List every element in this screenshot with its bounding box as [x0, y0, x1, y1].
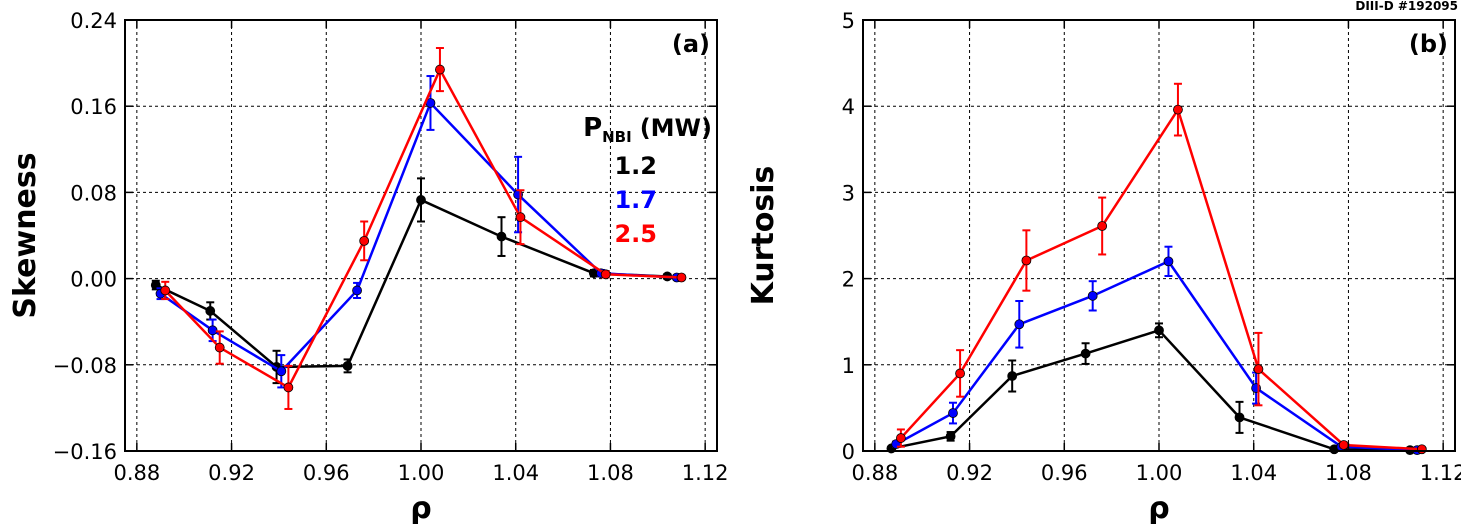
skewness-x-axis-label: ρ	[410, 491, 431, 524]
skewness-x-tick-label: 0.96	[303, 461, 350, 485]
skewness-y-tick-label: −0.16	[53, 440, 117, 464]
kurtosis-ticks: 0.88 0.92 0.96 1.00 1.04 1.08 1.12 0 1 2 3 4 5	[842, 9, 1461, 485]
skewness-y-axis-label: Skewness	[8, 152, 43, 318]
kurtosis-data-point	[945, 431, 956, 442]
kurtosis-data-point	[1087, 290, 1098, 301]
kurtosis-data-point	[1007, 371, 1018, 381]
kurtosis-y-tick-label: 5	[842, 9, 855, 33]
panel-label-b: (b)	[1409, 30, 1448, 58]
skewness-data-point	[352, 285, 362, 296]
kurtosis-y-tick-label: 1	[842, 354, 855, 378]
kurtosis-x-tick-label: 1.08	[1325, 461, 1372, 485]
kurtosis-data-point	[895, 433, 906, 443]
skewness-x-tick-label: 0.92	[208, 461, 255, 485]
skewness-y-tick-label: −0.08	[53, 354, 117, 378]
kurtosis-data-point	[955, 368, 965, 379]
skewness-y-tick-label: 0.08	[70, 181, 117, 205]
kurtosis-data-point	[1097, 221, 1108, 231]
legend: PNBI (MW) 1.2 1.7 2.5	[583, 113, 712, 248]
skewness-x-tick-label: 1.08	[587, 461, 634, 485]
kurtosis-data-point	[1080, 348, 1091, 359]
kurtosis-x-tick-label: 0.92	[946, 461, 993, 485]
skewness-series-1.7	[155, 75, 682, 389]
legend-title-main: P	[583, 113, 602, 143]
kurtosis-x-tick-label: 0.96	[1041, 461, 1088, 485]
legend-entry-3: 2.5	[614, 220, 657, 248]
kurtosis-y-tick-label: 3	[842, 181, 855, 205]
kurtosis-data-point	[1338, 440, 1349, 450]
kurtosis-y-tick-label: 0	[842, 440, 855, 464]
kurtosis-data-point	[1416, 444, 1427, 455]
skewness-series-2.5	[160, 47, 687, 410]
shot-number-label: DIII-D #192095	[1355, 0, 1458, 13]
skewness-data-point	[207, 325, 218, 336]
legend-entry-1: 1.2	[614, 152, 657, 180]
skewness-panel: 0.88 0.92 0.96 1.00 1.04 1.08 1.12 −0.16 −0.08 0.…	[8, 9, 729, 524]
legend-title-subscript: NBI	[602, 128, 632, 146]
skewness-x-tick-label: 1.12	[682, 461, 729, 485]
skewness-series-line	[159, 100, 677, 373]
skewness-data-point	[359, 235, 370, 246]
skewness-data-point	[283, 382, 294, 393]
kurtosis-data-point	[1253, 364, 1264, 375]
skewness-ticks: 0.88 0.92 0.96 1.00 1.04 1.08 1.12 −0.16 −0.08 0.…	[53, 9, 729, 485]
skewness-x-tick-label: 1.00	[398, 461, 445, 485]
kurtosis-x-tick-label: 1.00	[1136, 461, 1183, 485]
skewness-y-tick-label: 0.24	[70, 9, 117, 33]
skewness-series-1.2	[150, 177, 673, 385]
skewness-series-line	[155, 198, 668, 369]
panel-label-a: (a)	[672, 30, 710, 58]
skewness-series-line	[164, 66, 682, 390]
kurtosis-data-point	[1163, 256, 1174, 267]
legend-title: PNBI (MW)	[583, 113, 712, 146]
skewness-y-tick-label: 0.00	[70, 268, 117, 292]
skewness-data-point	[160, 285, 171, 296]
skewness-data-point	[214, 342, 225, 353]
kurtosis-data-point	[1021, 255, 1032, 266]
skewness-data-point	[276, 366, 287, 377]
kurtosis-series-line	[891, 328, 1411, 452]
skewness-data-point	[342, 360, 353, 371]
kurtosis-x-tick-label: 0.88	[851, 461, 898, 485]
kurtosis-y-axis-label: Kurtosis	[746, 166, 781, 306]
kurtosis-x-tick-label: 1.12	[1420, 461, 1461, 485]
legend-entry-2: 1.7	[614, 186, 657, 214]
skewness-data-point	[600, 269, 611, 280]
kurtosis-x-axis-label: ρ	[1148, 491, 1169, 524]
kurtosis-series-line	[895, 259, 1418, 452]
skewness-data-point	[676, 272, 687, 283]
kurtosis-series	[886, 82, 1427, 456]
kurtosis-series-2.5	[895, 82, 1427, 455]
kurtosis-series-1.2	[886, 322, 1415, 456]
skewness-data-point	[496, 231, 507, 242]
kurtosis-data-point	[948, 408, 958, 418]
kurtosis-data-point	[1154, 325, 1164, 336]
kurtosis-x-tick-label: 1.04	[1230, 461, 1277, 485]
skewness-x-tick-label: 1.04	[492, 461, 539, 485]
kurtosis-data-point	[1234, 412, 1245, 423]
skewness-x-tick-label: 0.88	[113, 461, 160, 485]
kurtosis-data-point	[1173, 104, 1183, 115]
skewness-data-point	[416, 195, 426, 205]
skewness-series	[150, 47, 687, 410]
kurtosis-data-point	[1014, 319, 1025, 330]
kurtosis-series-1.7	[891, 245, 1423, 456]
skewness-y-tick-label: 0.16	[70, 95, 117, 119]
skewness-data-point	[435, 64, 445, 75]
kurtosis-panel: 0.88 0.92 0.96 1.00 1.04 1.08 1.12 0 1 2 3 4 5 ρ Kur…	[746, 9, 1461, 524]
skewness-data-point	[515, 212, 526, 223]
legend-title-unit: (MW)	[640, 114, 712, 142]
kurtosis-y-tick-label: 4	[842, 95, 855, 119]
kurtosis-series-line	[899, 106, 1422, 451]
kurtosis-grid	[863, 19, 1455, 452]
skewness-data-point	[205, 306, 216, 316]
kurtosis-y-tick-label: 2	[842, 268, 855, 292]
